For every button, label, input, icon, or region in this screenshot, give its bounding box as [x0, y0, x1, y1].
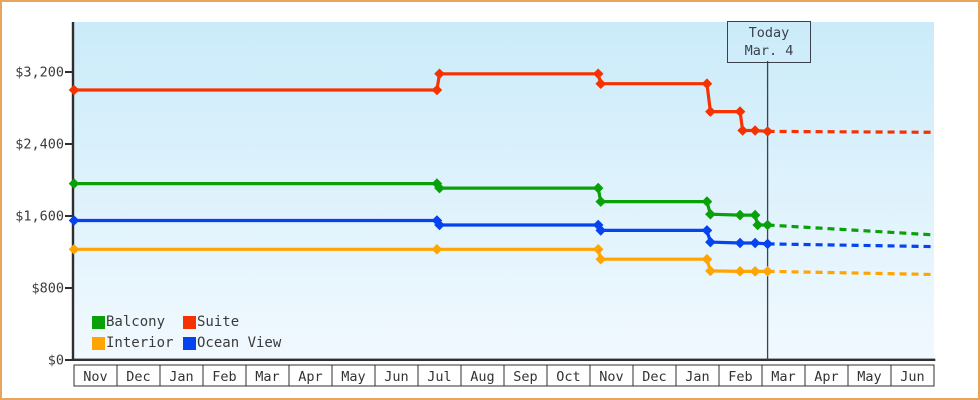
- month-label: Jan: [685, 369, 709, 385]
- data-point-diamond: [68, 244, 80, 255]
- data-point-diamond: [592, 182, 604, 194]
- data-point-diamond: [434, 219, 445, 231]
- month-label: Dec: [642, 369, 666, 385]
- data-point-diamond: [762, 266, 773, 277]
- data-point-diamond: [592, 68, 604, 80]
- legend-swatch-icon: [92, 336, 105, 350]
- month-label: May: [341, 369, 365, 385]
- data-point-diamond: [701, 78, 713, 89]
- legend-item-ocean-view: Ocean View: [183, 335, 281, 351]
- legend-item-interior: Interior: [92, 335, 183, 351]
- data-point-diamond: [701, 253, 713, 265]
- month-label: Jul: [427, 369, 451, 385]
- data-point-diamond: [431, 84, 443, 96]
- data-point-diamond: [595, 196, 607, 207]
- series-suite: [68, 68, 935, 137]
- x-axis-line: [71, 358, 936, 361]
- y-axis: $0 $800 $1,600 $2,400 $3,200: [15, 65, 73, 369]
- month-label: Jun: [900, 369, 924, 385]
- y-axis-line: [71, 22, 75, 361]
- data-point-diamond: [68, 178, 80, 189]
- data-point-diamond: [434, 68, 445, 80]
- legend-swatch-icon: [183, 315, 196, 329]
- month-label: Feb: [728, 369, 752, 385]
- plot-area: [74, 22, 934, 360]
- month-label: May: [857, 369, 881, 385]
- month-label: Sep: [513, 369, 537, 385]
- data-point-diamond: [762, 126, 773, 137]
- legend-label: Balcony: [106, 314, 166, 330]
- month-label: Feb: [212, 369, 236, 385]
- month-label: Apr: [814, 369, 838, 385]
- today-marker-box: Today Mar. 4: [727, 21, 811, 63]
- data-point-diamond: [749, 266, 761, 277]
- data-point-diamond: [749, 237, 761, 249]
- data-point-diamond: [734, 237, 746, 249]
- data-point-diamond: [705, 265, 716, 277]
- legend-item-suite: Suite: [183, 314, 281, 330]
- y-tick-label: $1,600: [15, 209, 64, 225]
- legend-swatch-icon: [92, 315, 105, 329]
- month-label: Nov: [83, 369, 107, 385]
- projected-price-line: [767, 129, 935, 134]
- data-point-diamond: [431, 244, 443, 255]
- data-point-diamond: [749, 209, 761, 221]
- legend-label: Suite: [197, 314, 240, 330]
- data-point-diamond: [734, 266, 746, 277]
- data-point-diamond: [701, 225, 713, 236]
- data-point-diamond: [595, 225, 607, 236]
- data-point-diamond: [595, 253, 607, 265]
- legend-swatch-icon: [183, 336, 196, 350]
- data-point-diamond: [592, 244, 604, 255]
- projected-price-line: [767, 242, 935, 249]
- y-tick-label: $800: [31, 281, 64, 297]
- data-point-diamond: [734, 106, 746, 117]
- y-tick-label: $0: [48, 353, 64, 369]
- y-tick-label: $2,400: [15, 137, 64, 153]
- series-lines: [68, 68, 935, 277]
- series-ocean-view: [68, 215, 935, 250]
- series-interior: [68, 244, 935, 277]
- month-label: Apr: [298, 369, 322, 385]
- today-date: Mar. 4: [744, 43, 794, 59]
- legend-item-balcony: Balcony: [92, 314, 183, 330]
- data-point-diamond: [701, 196, 713, 207]
- legend: Balcony Suite Interior Ocean View: [92, 314, 281, 351]
- data-point-diamond: [705, 106, 716, 117]
- data-point-diamond: [434, 182, 445, 194]
- month-label: Mar: [771, 369, 795, 385]
- data-point-diamond: [595, 78, 607, 89]
- month-label: Oct: [556, 369, 580, 385]
- data-point-diamond: [749, 125, 761, 136]
- month-label: Jun: [384, 369, 408, 385]
- month-label: Aug: [470, 369, 494, 385]
- month-axis: Nov Dec Jan Feb Mar Apr May Jun Jul Aug Sep Oct Nov D…: [73, 364, 935, 387]
- data-point-diamond: [734, 209, 746, 221]
- month-label: Jan: [169, 369, 193, 385]
- projected-price-line: [767, 269, 935, 277]
- data-point-diamond: [705, 208, 716, 220]
- month-label: Nov: [599, 369, 623, 385]
- projected-price-line: [767, 223, 935, 237]
- month-cell: [890, 364, 935, 387]
- data-point-diamond: [68, 215, 80, 226]
- data-point-diamond: [762, 219, 773, 231]
- month-label: Dec: [126, 369, 150, 385]
- legend-label: Ocean View: [197, 335, 282, 351]
- data-point-diamond: [705, 236, 716, 248]
- data-point-diamond: [752, 219, 763, 231]
- month-label: Mar: [255, 369, 279, 385]
- today-label: Today: [748, 25, 790, 41]
- y-tick-label: $3,200: [15, 65, 64, 81]
- data-point-diamond: [762, 238, 773, 250]
- data-point-diamond: [68, 84, 80, 96]
- series-balcony: [68, 178, 935, 237]
- legend-label: Interior: [106, 335, 174, 351]
- data-point-diamond: [737, 125, 748, 136]
